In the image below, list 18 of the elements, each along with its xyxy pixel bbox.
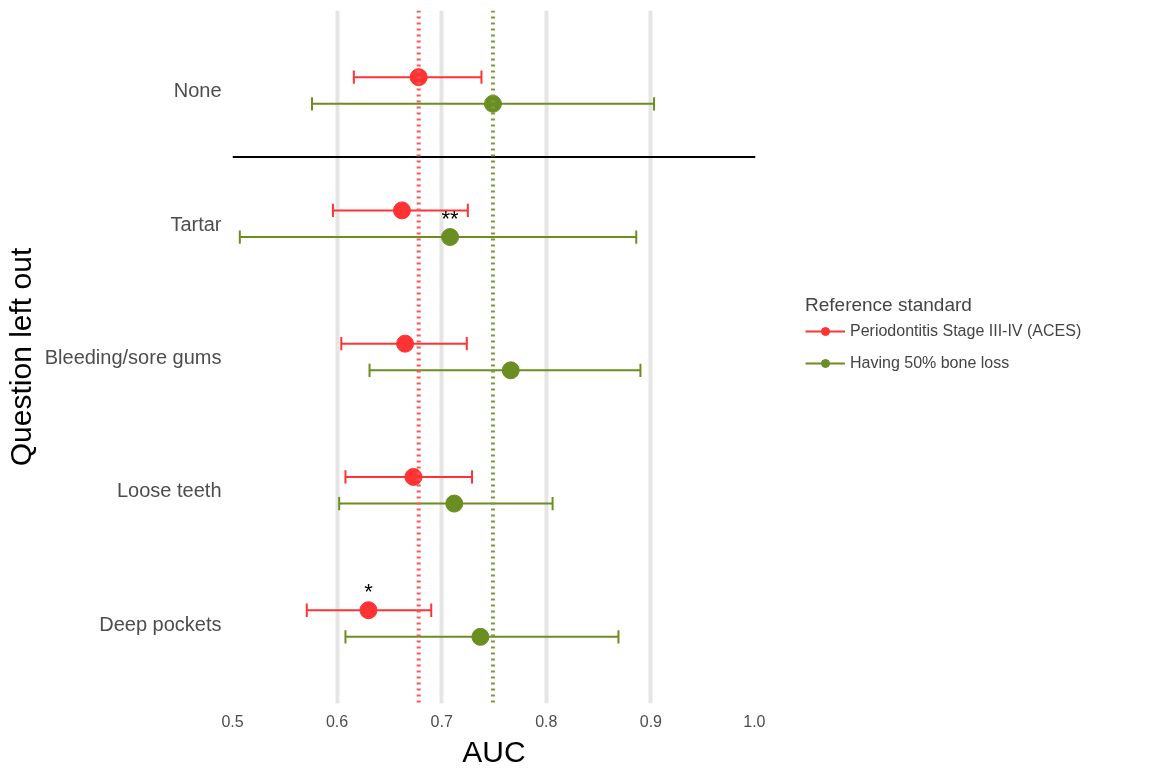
y-tick-label: Tartar [170,212,222,235]
x-tick-label: 0.5 [221,712,244,730]
annotation: ** [441,206,460,232]
annotation: * [364,579,374,605]
x-tick-label: 0.9 [639,712,663,730]
y-tick-label: Deep pockets [99,612,222,635]
legend-title: Reference standard [805,294,973,316]
y-tick-label: None [173,79,222,102]
y-axis-title: Question left out [3,247,37,467]
x-axis-title: AUC [462,734,526,768]
x-tick-label: 1.0 [743,712,766,730]
y-tick-label: Loose teeth [116,479,222,502]
x-tick-label: 0.8 [535,712,558,730]
legend-label: Periodontitis Stage III-IV (ACES) [850,322,1082,340]
x-tick-label: 0.7 [430,712,453,730]
x-tick-label: 0.6 [325,712,349,730]
legend-label: Having 50% bone loss [850,354,1010,372]
y-tick-label: Bleeding/sore gums [44,346,222,368]
